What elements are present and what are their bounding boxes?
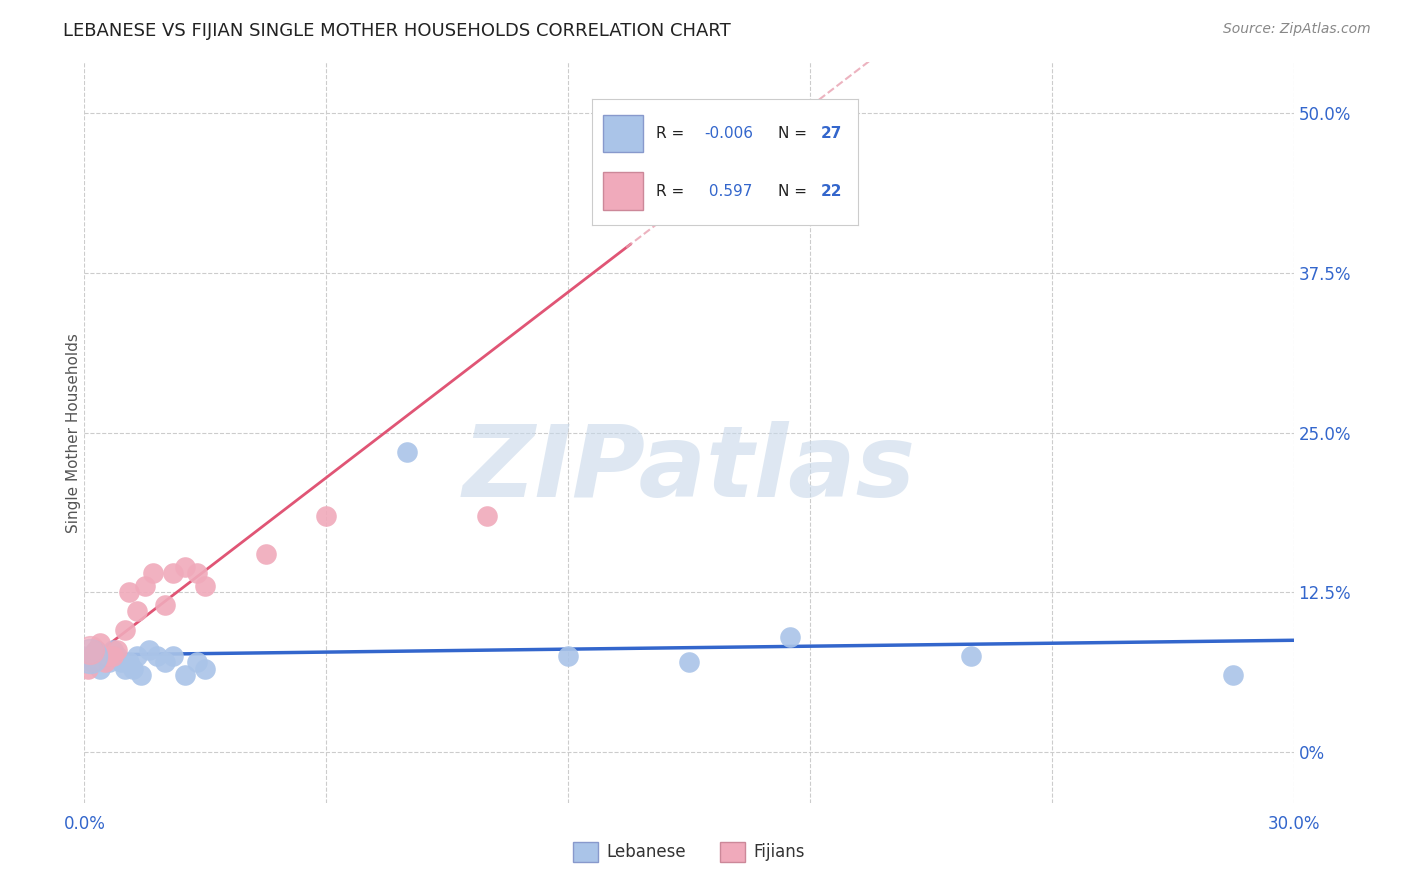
Y-axis label: Single Mother Households: Single Mother Households <box>66 333 80 533</box>
Point <box>395 444 418 458</box>
Point <box>779 630 801 644</box>
Point <box>125 604 148 618</box>
Point <box>86 642 108 657</box>
Point <box>678 656 700 670</box>
Point <box>82 656 104 670</box>
Point <box>477 508 499 523</box>
Point <box>105 642 128 657</box>
Point <box>960 648 983 663</box>
Point <box>557 648 579 663</box>
Point <box>125 648 148 663</box>
Point <box>138 642 160 657</box>
Legend: Lebanese, Fijians: Lebanese, Fijians <box>567 835 811 869</box>
Point <box>315 508 337 523</box>
Point <box>617 106 640 120</box>
Point <box>162 648 184 663</box>
Point <box>97 656 120 670</box>
Point <box>79 648 101 663</box>
Point <box>105 648 128 663</box>
Point <box>174 668 197 682</box>
Point <box>254 547 277 561</box>
Text: Source: ZipAtlas.com: Source: ZipAtlas.com <box>1223 22 1371 37</box>
Point <box>174 559 197 574</box>
Point <box>142 566 165 580</box>
Point <box>114 624 136 638</box>
Point <box>114 662 136 676</box>
Point <box>89 636 111 650</box>
Point <box>97 648 120 663</box>
Point <box>77 648 100 663</box>
Point <box>194 579 217 593</box>
Point <box>86 642 108 657</box>
Point <box>186 566 208 580</box>
Point <box>153 598 176 612</box>
Point <box>194 662 217 676</box>
Point <box>146 648 169 663</box>
Point <box>93 656 115 670</box>
Point <box>89 662 111 676</box>
Point <box>1222 668 1244 682</box>
Point <box>134 579 156 593</box>
Point <box>77 662 100 676</box>
Point <box>118 656 141 670</box>
Point <box>153 656 176 670</box>
Text: ZIPatlas: ZIPatlas <box>463 421 915 518</box>
Point <box>110 656 132 670</box>
Point <box>129 668 152 682</box>
Point <box>118 585 141 599</box>
Point <box>186 656 208 670</box>
Text: LEBANESE VS FIJIAN SINGLE MOTHER HOUSEHOLDS CORRELATION CHART: LEBANESE VS FIJIAN SINGLE MOTHER HOUSEHO… <box>63 22 731 40</box>
Point <box>162 566 184 580</box>
Point <box>101 642 124 657</box>
Point <box>121 662 143 676</box>
Point <box>79 642 101 657</box>
Point <box>101 648 124 663</box>
Point <box>82 648 104 663</box>
Point <box>93 648 115 663</box>
